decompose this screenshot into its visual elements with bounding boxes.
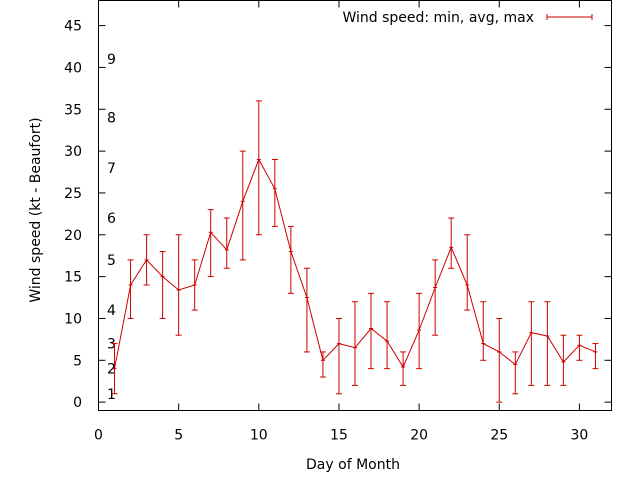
beaufort-label: 1 [107,387,116,403]
y-tick-label: 30 [64,144,82,160]
x-tick-label: 30 [571,428,589,444]
y-tick-label: 15 [64,270,82,286]
beaufort-label: 3 [107,337,116,353]
y-tick-label: 35 [64,102,82,118]
beaufort-label: 7 [107,161,116,177]
plot-frame [98,0,612,411]
x-axis-label: Day of Month [306,457,400,473]
y-tick-label: 40 [64,60,82,76]
y-tick-label: 20 [64,228,82,244]
y-tick-label: 25 [64,186,82,202]
beaufort-label: 8 [107,111,116,127]
legend: Wind speed: min, avg, max [342,10,593,26]
y-axis-label: Wind speed (kt - Beaufort) [28,117,44,302]
x-tick-label: 5 [174,428,183,444]
beaufort-label: 5 [107,253,116,269]
y-tick-label: 10 [64,311,82,327]
avg-wind-line [114,158,596,369]
x-tick-label: 25 [490,428,508,444]
x-tick-label: 0 [94,428,103,444]
legend-label: Wind speed: min, avg, max [342,10,534,26]
error-bars [111,100,599,403]
x-tick-label: 20 [410,428,428,444]
y-tick-label: 0 [73,395,82,411]
x-tick-label: 10 [250,428,268,444]
beaufort-label: 6 [107,211,116,227]
beaufort-label: 4 [107,303,116,319]
beaufort-scale-labels: 1 2 3 4 5 6 7 8 9 [107,52,116,403]
beaufort-label: 2 [107,362,116,378]
x-tick-label: 15 [330,428,348,444]
y-tick-label: 5 [73,353,82,369]
y-tick-label: 45 [64,19,82,35]
beaufort-label: 9 [107,52,116,68]
